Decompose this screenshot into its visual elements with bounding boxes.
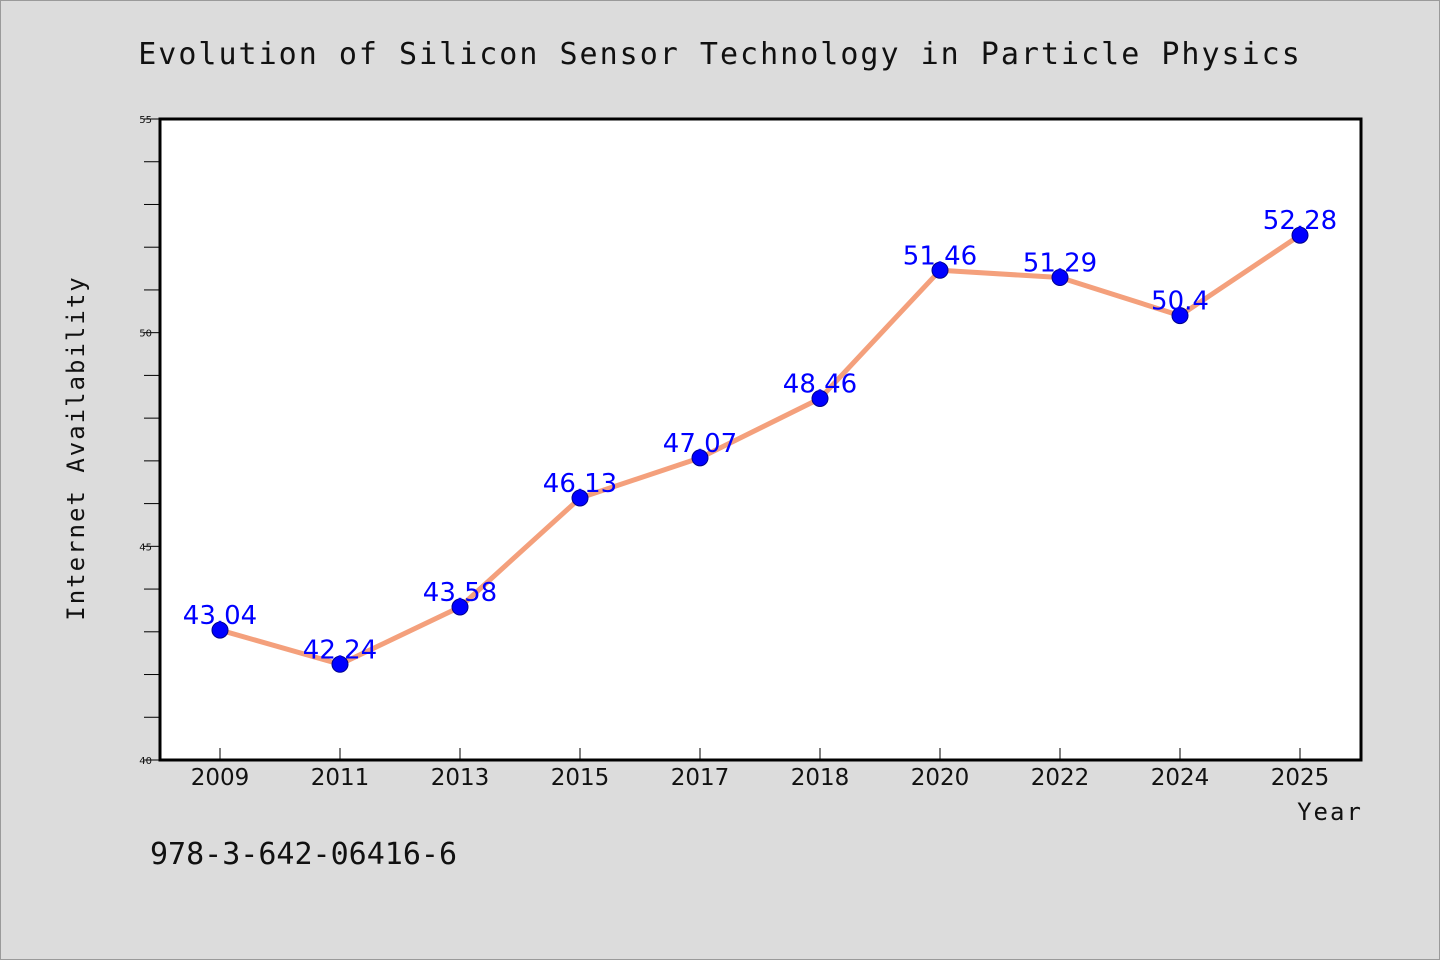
- data-label: 43.04: [183, 601, 257, 631]
- data-point: [1171, 307, 1189, 325]
- data-point: [811, 389, 829, 407]
- series-line: [217, 232, 1303, 667]
- data-label: 42.24: [303, 635, 377, 665]
- data-label: 47.07: [663, 429, 737, 459]
- data-point: [331, 655, 349, 673]
- data-point: [1051, 269, 1069, 287]
- data-labels: 43.04 42.24 43.58 46.13 47.07 48.46 51.46 51.29…: [183, 206, 1337, 665]
- x-axis-label: Year: [1297, 798, 1363, 826]
- x-tick-label: 2025: [1271, 765, 1330, 791]
- data-label: 48.46: [783, 369, 857, 399]
- x-tick-label: 2017: [671, 765, 730, 791]
- x-tick-label: 2013: [431, 765, 490, 791]
- data-label: 43.58: [423, 578, 497, 608]
- x-tick-label: 2022: [1031, 765, 1090, 791]
- y-axis-label: Internet Availability: [62, 275, 90, 620]
- data-label: 51.29: [1023, 249, 1097, 279]
- data-label: 46.13: [543, 469, 617, 499]
- y-tick-label: 55: [139, 115, 152, 126]
- data-point: [211, 621, 229, 639]
- data-point: [1291, 226, 1309, 244]
- x-tick-label: 2015: [551, 765, 610, 791]
- x-tick-label: 2011: [311, 765, 370, 791]
- x-tick-label: 2018: [791, 765, 850, 791]
- data-label: 51.46: [903, 241, 977, 271]
- y-tick-label: 45: [139, 542, 152, 553]
- data-point: [691, 449, 709, 467]
- data-label: 50.4: [1151, 287, 1209, 317]
- x-tick-label: 2009: [191, 765, 250, 791]
- chart-title: Evolution of Silicon Sensor Technology i…: [138, 37, 1302, 72]
- y-tick-label: 40: [139, 756, 152, 767]
- x-axis: 2009 2011 2013 2015 2017 2018 2020 2022 2024 2025: [191, 748, 1330, 791]
- isbn-code: 978-3-642-06416-6: [150, 837, 457, 872]
- data-point: [451, 598, 469, 616]
- data-label: 52.28: [1263, 206, 1337, 236]
- y-tick-label: 50: [139, 329, 152, 340]
- y-axis: 40 45 50 55: [139, 115, 160, 767]
- series-layer: [211, 226, 1309, 673]
- x-tick-label: 2024: [1151, 765, 1210, 791]
- x-tick-label: 2020: [911, 765, 970, 791]
- data-point: [931, 261, 949, 279]
- data-point: [571, 489, 589, 507]
